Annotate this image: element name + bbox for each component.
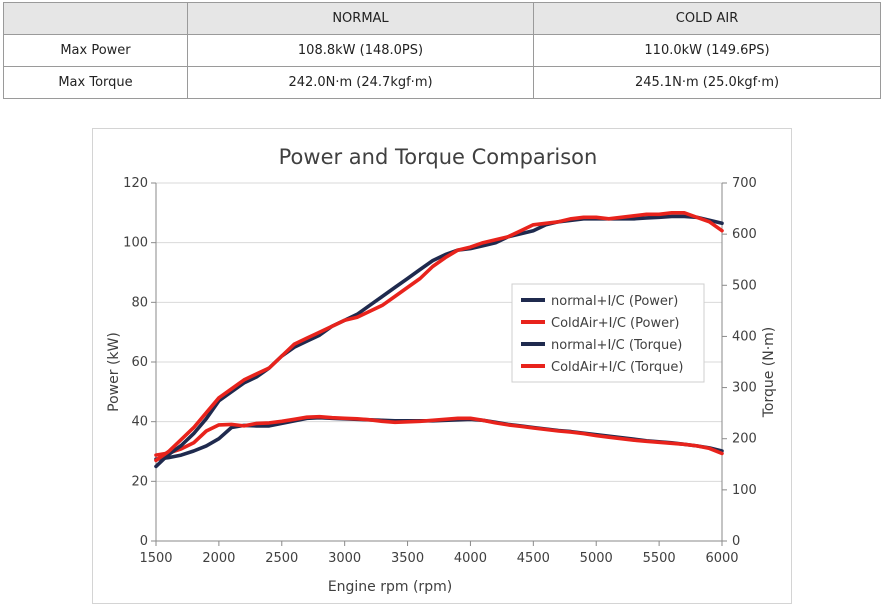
- y-tick-label: 60: [131, 355, 148, 370]
- axes: 0 20 40 60 80 100 120 0 100 200 300 400 500 600 700 150…: [123, 176, 757, 566]
- y2-tick-label: 700: [732, 176, 757, 191]
- spec-header-normal: NORMAL: [187, 2, 534, 35]
- legend-label: normal+I/C (Torque): [551, 338, 682, 353]
- y-tick-label: 40: [131, 415, 148, 430]
- x-tick-label: 1500: [139, 551, 172, 566]
- spec-label: Max Torque: [3, 66, 188, 99]
- y2-tick-label: 500: [732, 278, 757, 293]
- y2-tick-label: 300: [732, 381, 757, 396]
- spec-row-max-power: Max Power 108.8kW (148.0PS) 110.0kW (149…: [3, 34, 881, 67]
- series-lines: [154, 211, 724, 469]
- x-tick-label: 6000: [705, 551, 738, 566]
- y-tick-label: 20: [131, 474, 148, 489]
- spec-label: Max Power: [3, 34, 188, 67]
- y-tick-label: 0: [140, 534, 148, 549]
- x-tick-label: 4000: [454, 551, 487, 566]
- y-tick-label: 100: [123, 236, 148, 251]
- chart-title: Power and Torque Comparison: [279, 145, 598, 169]
- chart-legend: normal+I/C (Power) ColdAir+I/C (Power) nor…: [511, 283, 705, 383]
- x-tick-label: 5500: [643, 551, 676, 566]
- y2-tick-label: 600: [732, 227, 757, 242]
- legend-label: ColdAir+I/C (Torque): [551, 360, 684, 375]
- legend-label: normal+I/C (Power): [551, 294, 678, 309]
- spec-header-blank: [3, 2, 188, 35]
- spec-header-row: NORMAL COLD AIR: [3, 2, 881, 35]
- x-tick-label: 3500: [391, 551, 424, 566]
- spec-value-normal: 242.0N·m (24.7kgf·m): [187, 66, 534, 99]
- spec-value-cold-air: 110.0kW (149.6PS): [533, 34, 881, 67]
- y2-tick-label: 100: [732, 483, 757, 498]
- spec-row-max-torque: Max Torque 242.0N·m (24.7kgf·m) 245.1N·m…: [3, 66, 881, 99]
- series-line-coldair-i-c-power: [154, 211, 724, 463]
- y-tick-label: 120: [123, 176, 148, 191]
- x-tick-label: 5000: [580, 551, 613, 566]
- x-tick-label: 4500: [517, 551, 550, 566]
- x-tick-label: 2000: [202, 551, 235, 566]
- spec-value-normal: 108.8kW (148.0PS): [187, 34, 534, 67]
- spec-table: NORMAL COLD AIR Max Power 108.8kW (148.0…: [3, 2, 881, 99]
- y-tick-label: 80: [131, 295, 148, 310]
- y-axis-title-power: Power (kW): [106, 332, 122, 412]
- y-axis-title-torque: Torque (N·m): [761, 327, 777, 419]
- x-axis-title: Engine rpm (rpm): [328, 579, 452, 595]
- series-line-coldair-i-c-torque: [154, 414, 724, 457]
- y2-tick-label: 0: [732, 534, 740, 549]
- x-tick-label: 2500: [265, 551, 298, 566]
- y2-tick-label: 400: [732, 329, 757, 344]
- spec-header-cold-air: COLD AIR: [533, 2, 881, 35]
- x-tick-label: 3000: [328, 551, 361, 566]
- spec-value-cold-air: 245.1N·m (25.0kgf·m): [533, 66, 881, 99]
- legend-label: ColdAir+I/C (Power): [551, 316, 680, 331]
- y2-tick-label: 200: [732, 432, 757, 447]
- series-line-normal-i-c-power: [154, 214, 724, 469]
- power-torque-chart: Power and Torque Comparison 0 20 40 60 80 100…: [92, 128, 792, 604]
